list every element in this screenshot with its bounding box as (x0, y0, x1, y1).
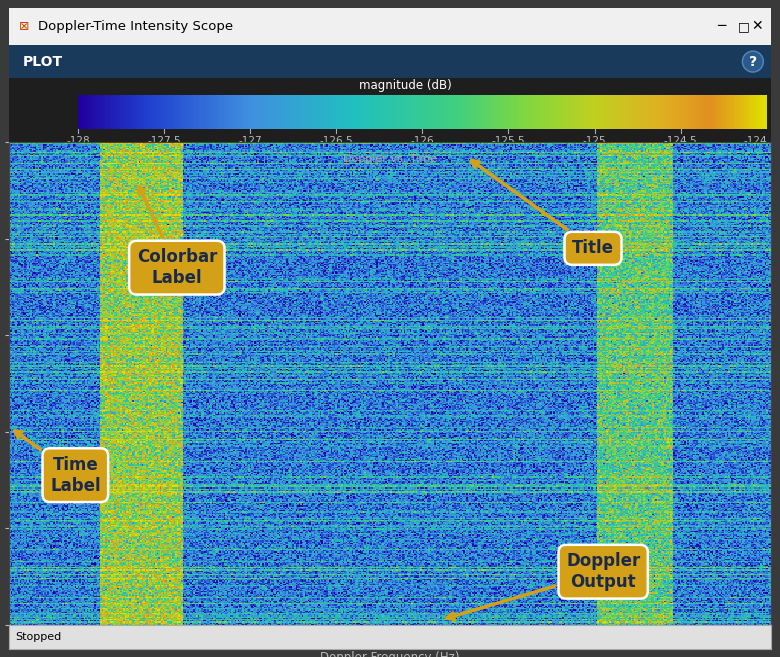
Text: -124.5: -124.5 (664, 136, 697, 146)
Text: -127.5: -127.5 (147, 136, 181, 146)
Text: -126: -126 (410, 136, 434, 146)
Text: Doppler
Output: Doppler Output (447, 553, 640, 620)
Text: magnitude (dB): magnitude (dB) (359, 79, 452, 93)
Text: -127: -127 (239, 136, 262, 146)
Text: ✕: ✕ (751, 20, 763, 34)
Text: Time
Label: Time Label (15, 431, 101, 495)
Text: PLOT: PLOT (23, 55, 63, 68)
Text: ─: ─ (717, 20, 725, 34)
Text: -124: -124 (743, 136, 767, 146)
Text: -125.5: -125.5 (491, 136, 525, 146)
Text: -128: -128 (66, 136, 90, 146)
Text: ?: ? (749, 55, 757, 68)
Text: Stopped: Stopped (16, 632, 62, 642)
Text: Title: Title (472, 160, 614, 258)
Text: -126.5: -126.5 (320, 136, 353, 146)
Text: ⊠: ⊠ (19, 20, 29, 33)
Text: -125: -125 (583, 136, 606, 146)
Text: Doppler vs. Time: Doppler vs. Time (343, 154, 437, 164)
X-axis label: Doppler Frequency (Hz): Doppler Frequency (Hz) (321, 651, 459, 657)
Text: Doppler-Time Intensity Scope: Doppler-Time Intensity Scope (38, 20, 233, 33)
Text: Colorbar
Label: Colorbar Label (136, 187, 217, 287)
Text: □: □ (738, 20, 750, 33)
